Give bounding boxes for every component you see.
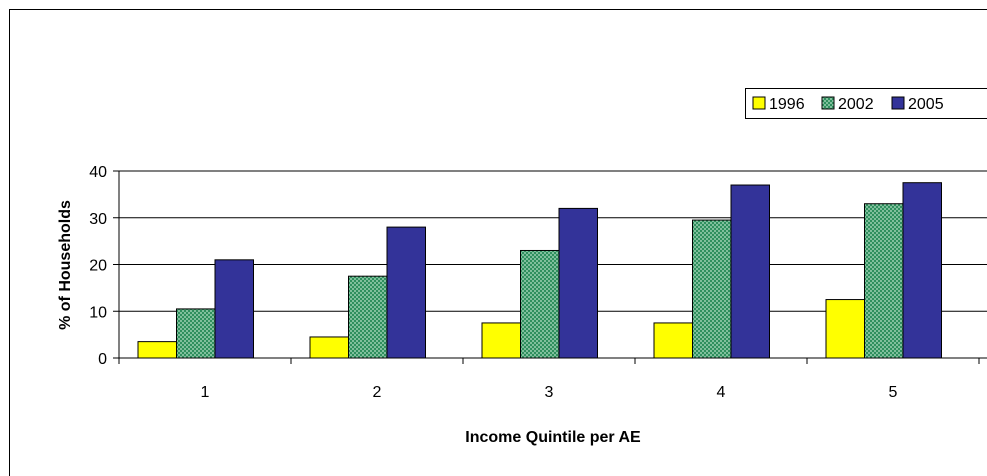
y-tick-label: 10: [89, 304, 107, 321]
y-axis-title: % of Households: [57, 200, 74, 330]
bar-2002-5: [864, 203, 904, 359]
bar-2005-4: [730, 184, 770, 359]
axes-group: [113, 170, 987, 364]
legend: 1996 2002 2005: [745, 88, 987, 119]
bar-2002-2: [348, 275, 388, 359]
bar-2002-3: [520, 249, 560, 359]
legend-label-2005: 2005: [908, 96, 944, 113]
legend-swatch-2002: [821, 96, 835, 110]
chart-border: [9, 9, 987, 476]
bar-1996-2: [309, 336, 349, 359]
x-tick-label: 4: [717, 384, 726, 401]
legend-swatch-1996: [752, 96, 766, 110]
bar-2002-4: [692, 219, 732, 359]
bar-1996-4: [653, 322, 693, 359]
x-tick-label: 3: [545, 384, 554, 401]
y-tick-labels: 0 10 20 30 40: [89, 164, 107, 368]
bar-2005-3: [558, 207, 598, 359]
x-tick-label: 5: [889, 384, 898, 401]
bar-2005-5: [902, 182, 942, 359]
y-tick-label: 30: [89, 211, 107, 228]
bar-2002-1: [176, 308, 216, 359]
y-tick-label: 40: [89, 164, 107, 181]
legend-label-2002: 2002: [838, 96, 874, 113]
y-tick-label: 0: [98, 351, 107, 368]
x-axis-title: Income Quintile per AE: [465, 429, 641, 446]
bar-1996-5: [825, 299, 865, 359]
y-tick-label: 20: [89, 258, 107, 275]
x-tick-labels: 1 2 3 4 5: [201, 384, 898, 401]
legend-label-1996: 1996: [769, 96, 805, 113]
legend-box: [745, 88, 987, 119]
legend-swatch-2005: [891, 96, 905, 110]
bar-1996-1: [137, 341, 177, 359]
bar-1996-3: [481, 322, 521, 359]
bar-2005-2: [386, 226, 426, 359]
x-tick-label: 1: [201, 384, 210, 401]
bar-2005-1: [214, 259, 254, 359]
x-tick-label: 2: [373, 384, 382, 401]
